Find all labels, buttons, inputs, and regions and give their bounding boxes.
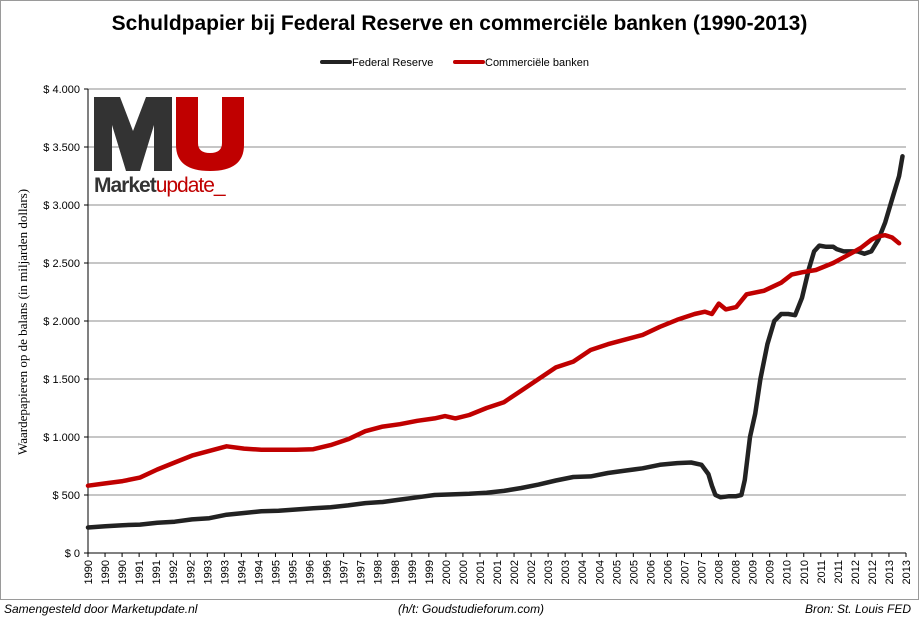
x-tick-label: 2012 xyxy=(867,560,879,584)
series-line-commerci-le-banken xyxy=(85,232,902,488)
x-tick-label: 1996 xyxy=(305,560,317,584)
footer-hat-tip: (h/t: Goudstudieforum.com) xyxy=(398,602,545,616)
y-axis-label: Waardepapieren op de balans (in miljarde… xyxy=(15,189,30,455)
legend: Federal Reserve Commerciële banken xyxy=(320,57,589,69)
x-tick-label: 2002 xyxy=(509,560,521,584)
x-tick-label: 1995 xyxy=(270,560,282,584)
line-chart: $ 0 $ 500 $ 1.000 $ 1.500 $ 2.000 $ 2.500 $ 3.… xyxy=(15,57,913,584)
x-tick-label: 2009 xyxy=(748,560,760,584)
x-tick-label: 2008 xyxy=(731,560,743,584)
x-tick-label: 2007 xyxy=(697,560,709,584)
x-tick-label: 1995 xyxy=(288,560,300,584)
x-tick-label: 1992 xyxy=(168,560,180,584)
mu-logo-mark xyxy=(94,97,244,171)
y-tick-label: $ 3.500 xyxy=(43,142,80,154)
x-tick-label: 2002 xyxy=(526,560,538,584)
x-tick-label: 1996 xyxy=(322,560,334,584)
x-tick-label: 1999 xyxy=(424,560,436,584)
x-tick-label: 1991 xyxy=(134,560,146,584)
x-tick-label: 1990 xyxy=(100,560,112,584)
x-tick-label: 2010 xyxy=(799,560,811,584)
x-tick-label: 2003 xyxy=(560,560,572,584)
x-tick-label: 2001 xyxy=(492,560,504,584)
x-tick-label: 1990 xyxy=(83,560,95,584)
x-tick-label: 2013 xyxy=(884,560,896,584)
x-tick-label: 1997 xyxy=(356,560,368,584)
x-tick-label: 1998 xyxy=(373,560,385,584)
x-tick-label: 2012 xyxy=(850,560,862,584)
x-tick-label: 2006 xyxy=(645,560,657,584)
y-tick-label: $ 4.000 xyxy=(43,84,80,96)
footer-source: Bron: St. Louis FED xyxy=(804,602,911,616)
x-tick-label: 1998 xyxy=(390,560,402,584)
x-axis-ticks: 1990 1990 1990 1991 1991 1992 1992 1993 1993 1994… xyxy=(83,553,913,584)
x-tick-label: 1997 xyxy=(339,560,351,584)
y-tick-label: $ 2.000 xyxy=(43,316,80,328)
x-tick-label: 2000 xyxy=(458,560,470,584)
logo-word-main: Market xyxy=(94,174,157,197)
legend-label: Federal Reserve xyxy=(352,57,433,69)
y-tick-label: $ 2.500 xyxy=(43,258,80,270)
x-tick-label: 2013 xyxy=(901,560,913,584)
x-tick-label: 1992 xyxy=(185,560,197,584)
legend-entry: Federal Reserve xyxy=(320,57,433,69)
logo-wordmark: Marketupdate_ xyxy=(94,174,226,198)
marketupdate-logo: Marketupdate_ xyxy=(94,97,244,207)
y-axis-ticks: $ 0 $ 500 $ 1.000 $ 1.500 $ 2.000 $ 2.500 $ 3.… xyxy=(43,84,88,560)
x-tick-label: 1993 xyxy=(219,560,231,584)
x-tick-label: 2005 xyxy=(628,560,640,584)
y-tick-label: $ 1.500 xyxy=(43,374,80,386)
x-tick-label: 1994 xyxy=(236,560,248,584)
x-tick-label: 2003 xyxy=(543,560,555,584)
x-tick-label: 1990 xyxy=(117,560,129,584)
x-tick-label: 2004 xyxy=(594,560,606,584)
x-tick-label: 2005 xyxy=(611,560,623,584)
y-tick-label: $ 0 xyxy=(65,548,80,560)
x-tick-label: 2009 xyxy=(765,560,777,584)
chart-title: Schuldpapier bij Federal Reserve en comm… xyxy=(111,12,808,35)
x-tick-label: 2011 xyxy=(833,560,845,584)
x-tick-label: 1993 xyxy=(202,560,214,584)
x-tick-label: 1999 xyxy=(407,560,419,584)
x-tick-label: 2000 xyxy=(441,560,453,584)
series-line-federal-reserve xyxy=(85,154,905,530)
footer-credit: Samengesteld door Marketupdate.nl xyxy=(4,602,198,616)
x-tick-label: 1994 xyxy=(253,560,265,584)
y-tick-label: $ 1.000 xyxy=(43,432,80,444)
x-tick-label: 2010 xyxy=(782,560,794,584)
series-lines xyxy=(85,154,905,530)
chart-frame xyxy=(0,0,919,600)
x-tick-label: 1991 xyxy=(151,560,163,584)
grid-lines xyxy=(88,88,906,496)
x-tick-label: 2007 xyxy=(679,560,691,584)
legend-entry: Commerciële banken xyxy=(453,57,589,69)
x-tick-label: 2004 xyxy=(577,560,589,584)
x-tick-label: 2008 xyxy=(714,560,726,584)
y-tick-label: $ 3.000 xyxy=(43,200,80,212)
x-tick-label: 2011 xyxy=(816,560,828,584)
x-tick-label: 2001 xyxy=(475,560,487,584)
logo-word-accent: update_ xyxy=(155,174,226,197)
legend-label: Commerciële banken xyxy=(485,57,589,69)
y-tick-label: $ 500 xyxy=(52,490,80,502)
x-tick-label: 2006 xyxy=(662,560,674,584)
